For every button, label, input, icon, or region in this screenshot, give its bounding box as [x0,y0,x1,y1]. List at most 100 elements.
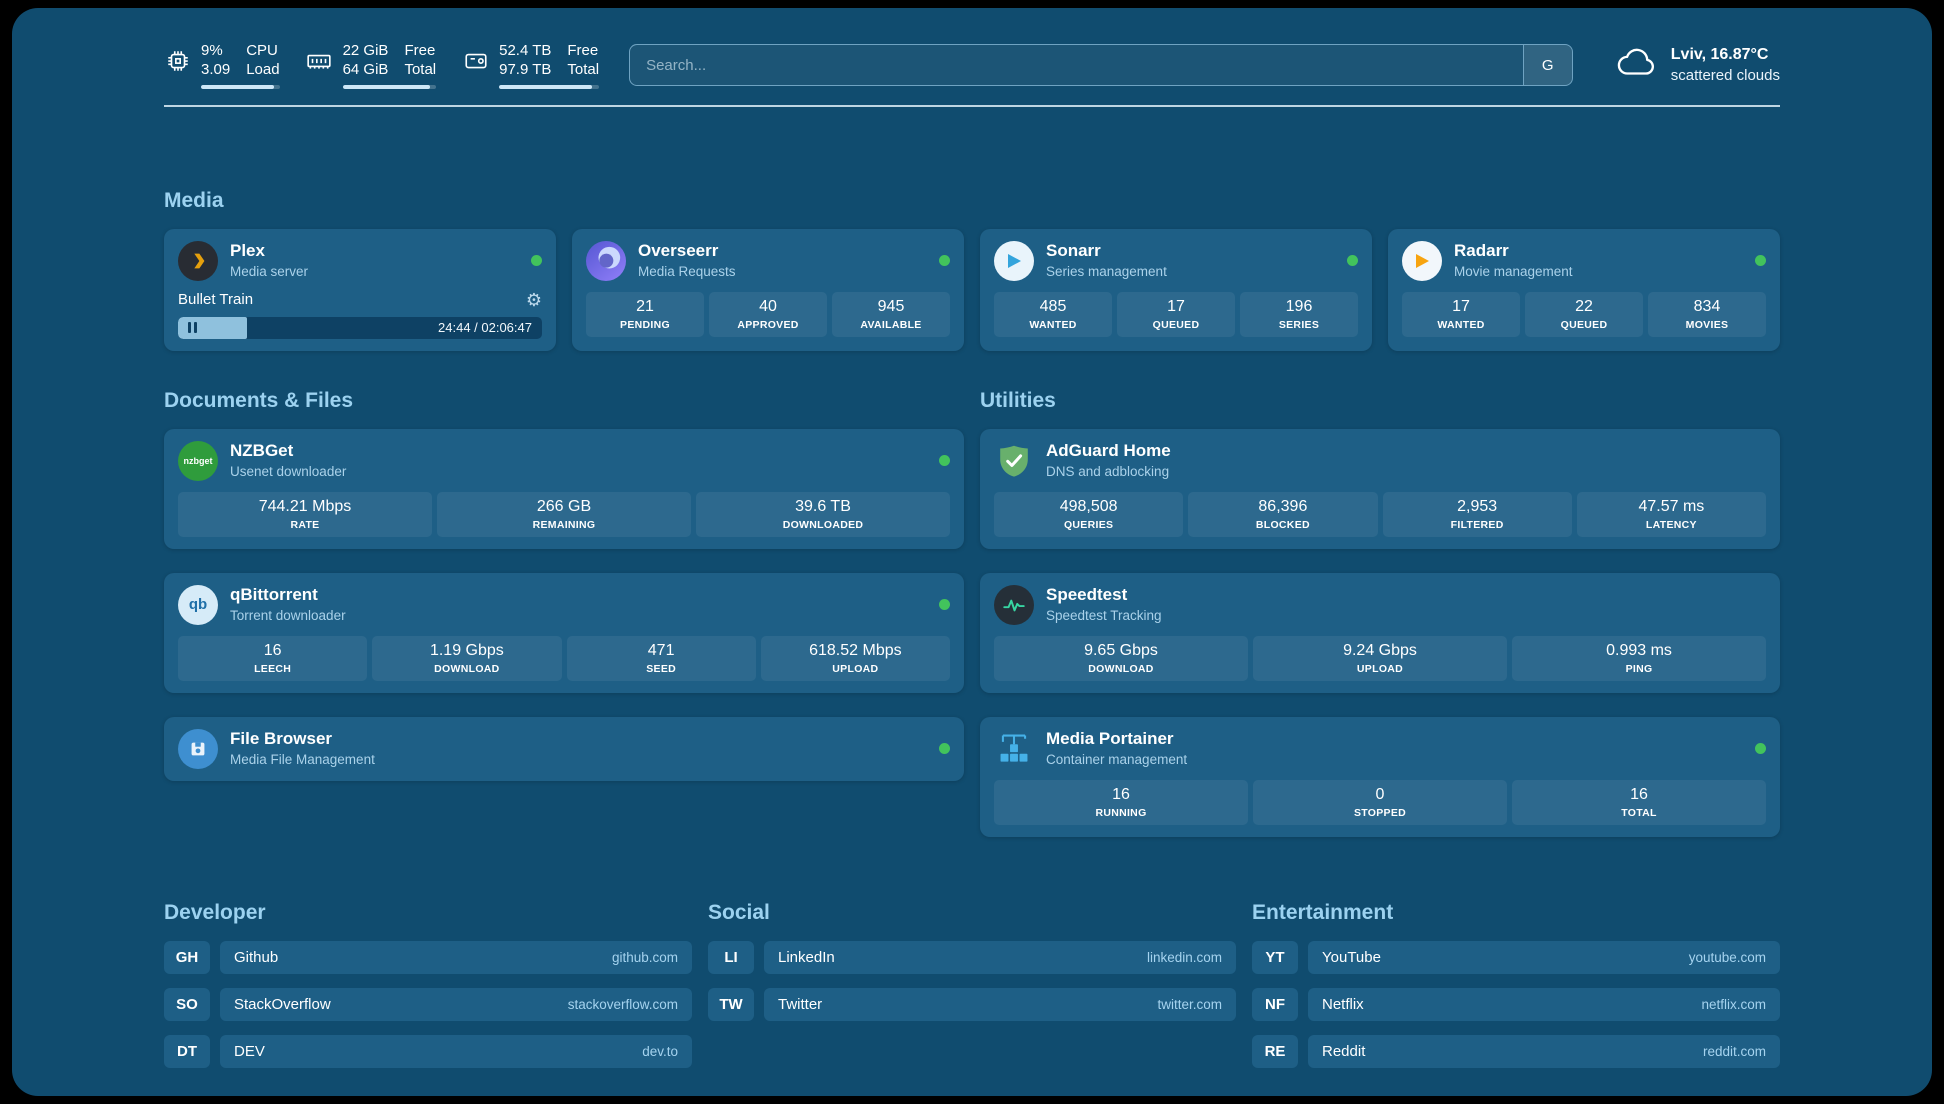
app-card-portainer[interactable]: Media Portainer Container management 16 … [980,716,1780,837]
app-name: Speedtest [1046,585,1128,605]
bookmark-url: github.com [611,949,678,965]
stat-value: 196 [1285,297,1313,315]
nzbget-icon: nzbget [178,440,218,481]
cpu-label: CPU [246,42,278,59]
bookmark-row-netflix[interactable]: NF Netflix netflix.com [1252,987,1780,1021]
speedtest-icon [994,584,1034,625]
bookmark-row-youtube[interactable]: YT YouTube youtube.com [1252,940,1780,974]
stat-value: 266 GB [536,497,592,515]
stat-label: LEECH [254,662,292,675]
stat-tile: 266 GB REMAINING [437,491,691,537]
app-card-adguard[interactable]: AdGuard Home DNS and adblocking 498,508 … [980,428,1780,549]
filebrowser-icon [178,728,218,769]
search-input[interactable] [630,45,1523,86]
section-title-utilities: Utilities [980,388,1056,412]
bookmark-url: youtube.com [1688,949,1766,965]
section-title-entertainment: Entertainment [1252,900,1394,924]
app-name: Sonarr [1046,241,1101,261]
stat-label: UPLOAD [1356,662,1404,675]
bookmark-name: Netflix [1322,995,1364,1013]
stat-value: 9.65 Gbps [1084,641,1158,659]
stat-tile: 618.52 Mbps UPLOAD [760,635,950,681]
bookmark-url: linkedin.com [1146,949,1222,965]
disk-usage-bar [499,84,600,89]
stat-tile: 9.24 Gbps UPLOAD [1253,635,1507,681]
bookmark-row-reddit[interactable]: RE Reddit reddit.com [1252,1034,1780,1068]
portainer-icon [994,729,1034,769]
stat-label: PENDING [620,318,670,331]
bookmark-url: stackoverflow.com [567,996,678,1012]
now-playing-title: Bullet Train [178,291,254,308]
memory-total-label: Total [404,60,437,78]
settings-gear-icon[interactable]: ⚙ [525,289,542,310]
stat-value: 16 [1112,785,1130,803]
app-card-speedtest[interactable]: Speedtest Speedtest Tracking 9.65 Gbps D… [980,572,1780,693]
stat-label: TOTAL [1621,806,1657,819]
app-card-radarr[interactable]: Radarr Movie management 17 WANTED 22 QUE… [1388,228,1780,351]
stat-value: 21 [636,297,654,315]
bookmark-abbr: GH [164,940,210,974]
app-card-filebrowser[interactable]: File Browser Media File Management [164,716,964,781]
qbittorrent-icon-text: qb [188,596,208,613]
bookmark-row-github[interactable]: GH Github github.com [164,940,692,974]
bookmark-row-stackoverflow[interactable]: SO StackOverflow stackoverflow.com [164,987,692,1021]
stat-label: REMAINING [532,518,596,531]
bookmark-url: netflix.com [1701,996,1766,1012]
bookmark-abbr: DT [164,1034,210,1068]
app-card-qbittorrent[interactable]: qb qBittorrent Torrent downloader 16 [164,572,964,693]
stat-label: DOWNLOAD [434,662,500,675]
pause-icon[interactable] [188,322,197,333]
app-description: Media Requests [638,263,736,279]
disk-free-label: Free [567,42,599,59]
system-stats: 9% 3.09 CPU Load [164,42,600,89]
status-indicator [1755,743,1766,754]
memory-total-value: 64 GiB [342,60,389,78]
cpu-load-label: Load [246,60,280,78]
stat-tile: 22 QUEUED [1525,291,1643,337]
stat-label: BLOCKED [1255,518,1310,531]
search-engine-button[interactable]: G [1522,45,1572,86]
section-title-media: Media [164,188,224,212]
nzbget-icon-text: nzbget [183,455,213,466]
bookmark-abbr: NF [1252,987,1298,1021]
stat-value: 1.19 Gbps [429,641,504,659]
app-description: Media File Management [230,751,375,767]
bookmark-group-social: Social LI LinkedIn linkedin.com TW Twitt… [708,901,1236,1021]
bookmark-row-dev[interactable]: DT DEV dev.to [164,1034,692,1068]
bookmark-name: Github [234,948,279,966]
stat-value: 47.57 ms [1638,497,1705,515]
playback-progress-bar[interactable]: 24:44 / 02:06:47 [178,316,542,339]
stat-value: 485 [1039,297,1067,315]
stat-value: 834 [1693,297,1721,315]
app-card-plex[interactable]: Plex Media server Bullet Train ⚙ 24:44 /… [164,228,556,351]
app-card-nzbget[interactable]: nzbget NZBGet Usenet downloader 744.21 M… [164,428,964,549]
overseerr-icon [586,240,626,281]
stat-value: 0.993 ms [1606,641,1672,659]
status-indicator [939,599,950,610]
app-card-sonarr[interactable]: Sonarr Series management 485 WANTED 17 Q… [980,228,1372,351]
disk-free-value: 52.4 TB [499,42,552,59]
stat-tile: 40 APPROVED [709,291,827,337]
radarr-icon [1402,240,1442,281]
memory-free-label: Free [404,42,436,59]
stat-tile: 17 QUEUED [1117,291,1235,337]
bookmark-url: twitter.com [1157,996,1222,1012]
bookmark-row-twitter[interactable]: TW Twitter twitter.com [708,987,1236,1021]
bookmark-abbr: TW [708,987,754,1021]
app-card-overseerr[interactable]: Overseerr Media Requests 21 PENDING 40 A… [572,228,964,351]
bookmark-abbr: RE [1252,1034,1298,1068]
plex-icon [178,240,218,281]
app-description: Speedtest Tracking [1046,607,1162,623]
header: 9% 3.09 CPU Load [164,42,1780,89]
section-documents: Documents & Files nzbget NZBGet Usenet d… [164,389,964,781]
adguard-shield-icon [994,441,1034,481]
stat-tile: 1.19 Gbps DOWNLOAD [372,635,562,681]
bookmark-row-linkedin[interactable]: LI LinkedIn linkedin.com [708,940,1236,974]
app-description: Series management [1046,263,1167,279]
stat-value: 471 [647,641,675,659]
app-name: AdGuard Home [1046,441,1171,461]
search-bar: G [629,44,1573,87]
stat-value: 0 [1375,785,1385,803]
cpu-usage-value: 9% [201,42,223,59]
stat-value: 22 [1575,297,1593,315]
